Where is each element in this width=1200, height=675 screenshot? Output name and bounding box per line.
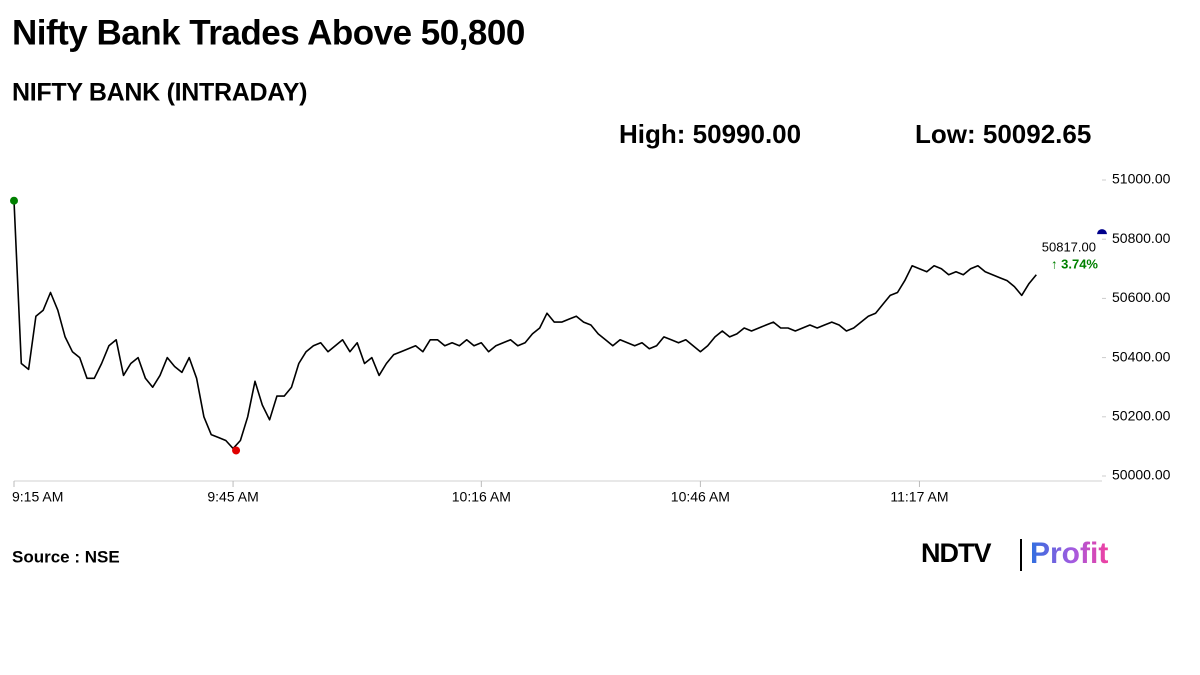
x-tick-label: 10:46 AM [671, 489, 730, 505]
x-tick-label: 10:16 AM [452, 489, 511, 505]
high-marker [10, 196, 18, 205]
y-tick-label: 50800.00 [1112, 230, 1171, 246]
x-tick-label: 9:15 AM [12, 489, 63, 505]
price-line [13, 200, 1037, 450]
y-tick-label: 51000.00 [1112, 171, 1171, 187]
source: Source : NSE [12, 547, 120, 566]
y-tick-label: 50000.00 [1112, 467, 1171, 483]
chart-title: Nifty Bank Trades Above 50,800 [12, 13, 525, 52]
brand-profit: Profit [1030, 537, 1108, 570]
high-label: High: 50990.00 [619, 119, 801, 149]
y-tick-label: 50600.00 [1112, 289, 1171, 305]
last-price-marker [1097, 229, 1107, 235]
change-label: ↑ 3.74% [1051, 257, 1098, 272]
chart-subtitle: NIFTY BANK (INTRADAY) [12, 79, 307, 107]
brand-ndtv: NDTV [921, 538, 991, 568]
y-tick-label: 50200.00 [1112, 408, 1171, 424]
x-tick-label: 9:45 AM [207, 489, 258, 505]
y-tick-label: 50400.00 [1112, 348, 1171, 364]
x-tick-label: 11:17 AM [890, 489, 948, 505]
low-label: Low: 50092.65 [915, 119, 1091, 149]
low-marker [232, 446, 241, 455]
last-price-label: 50817.00 [1042, 240, 1096, 255]
